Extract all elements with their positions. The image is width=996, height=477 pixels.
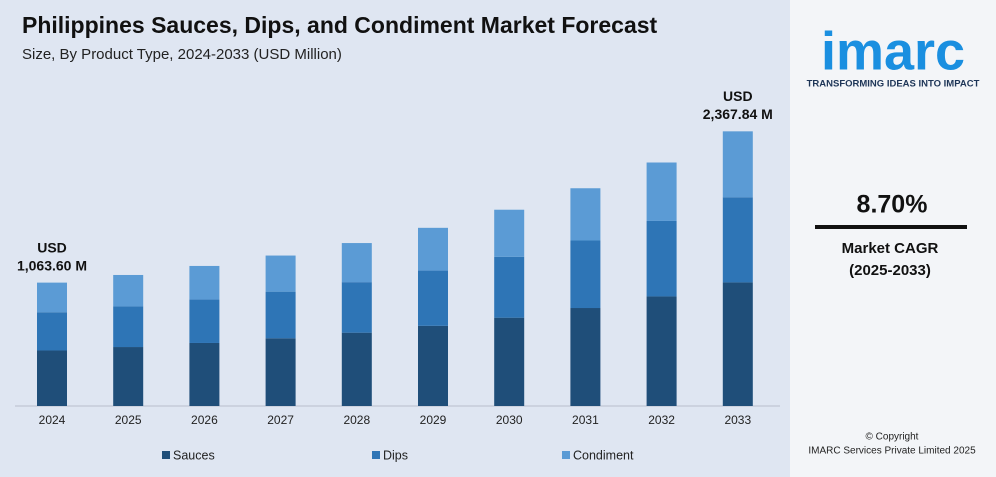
bar-segment (570, 240, 601, 309)
company: IMARC Services Private Limited 2025 (808, 446, 976, 457)
bar-segment (265, 291, 296, 339)
bar-segment (722, 131, 753, 198)
x-tick-label: 2028 (343, 413, 370, 427)
annotation-unit: USD (723, 88, 753, 104)
cagr-label: Market CAGR (842, 240, 939, 257)
bar-segment (341, 243, 372, 283)
tagline: TRANSFORMING IDEAS INTO IMPACT (807, 79, 980, 90)
annotation-unit: USD (37, 239, 67, 255)
bar-segment (570, 308, 601, 406)
bar-segment (646, 162, 677, 221)
bar-segment (570, 188, 601, 241)
bar-segment (113, 274, 144, 307)
x-tick-label: 2031 (572, 413, 599, 427)
chart-title: Philippines Sauces, Dips, and Condiment … (22, 12, 658, 38)
bar-segment (646, 220, 677, 297)
bar-segment (341, 282, 372, 333)
x-tick-label: 2027 (267, 413, 294, 427)
bar-segment (494, 256, 525, 318)
bar-segment (646, 296, 677, 406)
bar-segment (265, 338, 296, 406)
bar-segment (418, 325, 448, 406)
cagr-value: 8.70% (857, 191, 928, 219)
bar-segment (37, 350, 67, 406)
legend-label: Dips (383, 448, 408, 462)
bar-segment (113, 347, 144, 406)
bar-segment (189, 342, 220, 406)
x-tick-label: 2024 (39, 413, 66, 427)
x-tick-label: 2032 (648, 413, 675, 427)
bar-segment (418, 270, 448, 326)
bar-segment (37, 312, 67, 351)
legend-swatch (372, 451, 380, 459)
x-tick-label: 2025 (115, 413, 142, 427)
bar-segment (341, 332, 372, 406)
bar-segment (113, 306, 144, 348)
bar-segment (494, 317, 525, 406)
copyright: © Copyright (866, 432, 919, 443)
x-tick-label: 2029 (420, 413, 447, 427)
bar-segment (722, 282, 753, 406)
legend-swatch (562, 451, 570, 459)
chart-subtitle: Size, By Product Type, 2024-2033 (USD Mi… (22, 46, 342, 63)
cagr-period: (2025-2033) (849, 262, 931, 279)
bar-segment (494, 209, 525, 257)
bar-segment (722, 197, 753, 283)
x-tick-label: 2026 (191, 413, 218, 427)
x-tick-label: 2030 (496, 413, 523, 427)
bar-segment (189, 265, 220, 300)
annotation-value: 1,063.60 M (17, 257, 87, 273)
legend-swatch (162, 451, 170, 459)
bar-segment (265, 255, 296, 292)
legend-label: Sauces (173, 448, 215, 462)
side-panel (790, 0, 996, 477)
x-tick-label: 2033 (724, 413, 751, 427)
legend-label: Condiment (573, 448, 634, 462)
logo: imarc (821, 21, 965, 81)
annotation-value: 2,367.84 M (703, 106, 773, 122)
bar-segment (418, 227, 448, 271)
bar-segment (37, 282, 67, 313)
bar-segment (189, 299, 220, 343)
